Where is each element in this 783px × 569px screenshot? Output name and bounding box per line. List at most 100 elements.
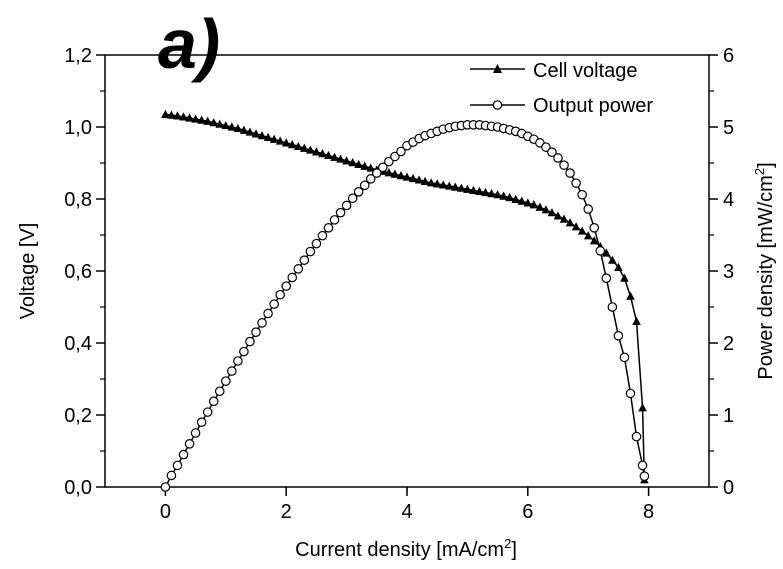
data-point-output-power [257, 318, 267, 328]
data-point-output-power [359, 180, 370, 191]
data-point-cell-voltage [444, 181, 454, 190]
data-point-cell-voltage [293, 141, 303, 151]
data-point-output-power [547, 147, 557, 157]
data-point-cell-voltage [614, 262, 623, 271]
data-point-cell-voltage [330, 152, 339, 161]
data-point-output-power [245, 336, 255, 347]
data-point-cell-voltage [233, 123, 243, 133]
data-point-cell-voltage [197, 115, 206, 124]
x-axis-label-text: Current density [mA/cm [295, 539, 504, 561]
data-point-cell-voltage [438, 180, 448, 189]
y-axis-right-label: Power density [mW/cm2] [752, 162, 777, 379]
data-point-cell-voltage [161, 109, 170, 118]
data-point-output-power [577, 189, 587, 200]
data-point-output-power [335, 207, 346, 218]
data-point-output-power [263, 308, 273, 319]
data-point-output-power [571, 178, 581, 188]
data-point-output-power [559, 160, 569, 170]
data-point-output-power [269, 299, 279, 309]
data-point-cell-voltage [499, 191, 508, 200]
data-point-output-power [353, 187, 364, 197]
x-tick-label: 6 [522, 501, 533, 523]
y-right-tick-label: 4 [723, 189, 734, 211]
data-point-output-power [251, 327, 261, 337]
data-point-output-power [214, 386, 225, 397]
y-left-tick-label: 0,2 [64, 405, 92, 427]
data-point-cell-voltage [608, 255, 617, 264]
data-point-output-power [293, 264, 304, 274]
y-left-tick-label: 1,2 [64, 45, 92, 67]
x-axis-label-sup: 2 [504, 536, 511, 551]
data-point-output-power [208, 396, 219, 407]
data-point-output-power [371, 168, 382, 178]
data-point-output-power [275, 289, 285, 300]
data-point-cell-voltage [348, 158, 357, 167]
legend-label-cell-voltage: Cell voltage [533, 60, 638, 82]
data-point-output-power [553, 153, 563, 163]
y-left-tick-label: 0,6 [64, 261, 92, 283]
data-point-output-power [365, 174, 376, 184]
data-point-output-power [565, 168, 575, 178]
data-point-output-power [396, 146, 406, 157]
y-right-tick-label: 2 [723, 333, 734, 355]
data-point-cell-voltage [547, 208, 557, 217]
data-point-output-power [601, 273, 612, 283]
data-point-cell-voltage [451, 182, 460, 191]
data-point-cell-voltage [571, 222, 581, 231]
legend: Cell voltage Output power [470, 60, 653, 117]
data-point-cell-voltage [589, 236, 599, 245]
data-point-output-power [347, 193, 358, 204]
y-axis-left: 0,0 0,2 0,4 0,6 0,8 1,0 1,2 [64, 45, 105, 499]
data-point-cell-voltage [209, 118, 219, 127]
data-point-cell-voltage [251, 129, 261, 138]
data-point-cell-voltage [185, 113, 194, 122]
x-tick-label: 8 [643, 501, 654, 523]
data-point-output-power [196, 417, 207, 427]
data-point-output-power [160, 482, 171, 492]
data-point-output-power [639, 471, 650, 481]
y-axis-right-label-end: ] [755, 162, 777, 168]
data-point-cell-voltage [312, 147, 321, 156]
data-point-output-power [341, 200, 352, 211]
data-point-output-power [221, 376, 231, 386]
data-point-output-power [172, 460, 183, 471]
data-point-output-power [541, 142, 551, 152]
data-point-output-power [178, 449, 189, 460]
data-point-cell-voltage [324, 150, 333, 160]
y-right-tick-label: 3 [723, 261, 734, 283]
y-right-tick-label: 6 [723, 45, 734, 67]
data-point-output-power [299, 255, 310, 265]
data-point-output-power [631, 431, 642, 442]
data-point-cell-voltage [487, 189, 496, 198]
legend-marker-cell-voltage [493, 64, 502, 73]
data-point-cell-voltage [463, 184, 472, 193]
data-point-output-power [613, 330, 624, 341]
data-point-cell-voltage [511, 194, 521, 203]
data-point-cell-voltage [191, 114, 200, 123]
y-left-tick-label: 1,0 [64, 117, 92, 139]
data-point-output-power [305, 246, 316, 257]
data-point-output-power [619, 352, 630, 363]
data-point-cell-voltage [541, 205, 551, 214]
x-axis-label-end: ] [511, 539, 517, 561]
legend-marker-output-power [492, 100, 503, 110]
y-left-tick-label: 0,8 [64, 189, 92, 211]
data-point-output-power [637, 460, 648, 471]
data-point-output-power [190, 428, 201, 438]
data-point-cell-voltage [523, 198, 533, 207]
x-tick-label: 2 [281, 501, 292, 523]
data-point-cell-voltage [263, 132, 273, 142]
data-point-cell-voltage [173, 111, 182, 120]
data-point-cell-voltage [638, 403, 647, 412]
y-axis-right: 0 1 2 3 4 5 6 [709, 45, 734, 499]
data-point-output-power [227, 366, 237, 376]
data-point-cell-voltage [245, 127, 255, 136]
data-point-cell-voltage [336, 154, 345, 163]
data-point-cell-voltage [553, 211, 563, 220]
data-point-cell-voltage [215, 119, 225, 128]
data-point-cell-voltage [565, 218, 575, 227]
data-point-output-power [317, 230, 328, 241]
data-point-cell-voltage [426, 178, 436, 187]
data-point-cell-voltage [602, 248, 611, 257]
